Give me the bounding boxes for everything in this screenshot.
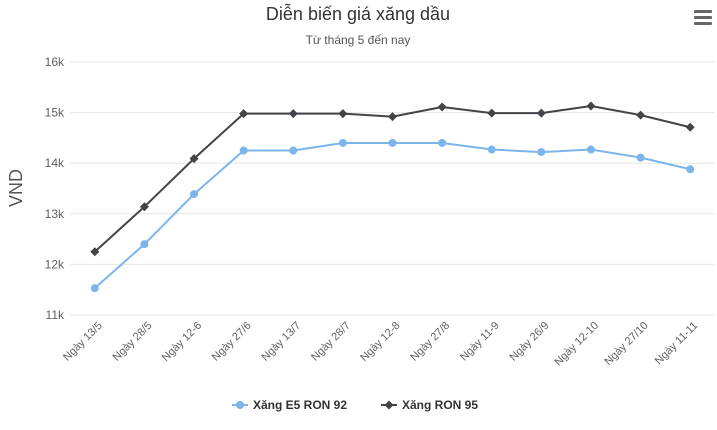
y-tick-label: 16k [45, 55, 65, 69]
series-lines [90, 101, 695, 293]
x-tick-label: Ngày 11-11 [653, 320, 701, 368]
legend-label: Xăng RON 95 [402, 398, 478, 412]
data-point[interactable] [338, 109, 348, 119]
chart-title: Diễn biến giá xăng dầu [266, 3, 450, 24]
data-point[interactable] [685, 122, 695, 132]
data-point[interactable] [189, 154, 199, 164]
x-tick-label: Ngày 12-6 [160, 320, 204, 364]
data-point[interactable] [239, 146, 248, 155]
x-tick-label: Ngày 26/9 [508, 320, 552, 364]
series-line [94, 141, 691, 289]
data-point[interactable] [90, 247, 100, 257]
legend-label: Xăng E5 RON 92 [253, 398, 347, 412]
data-point[interactable] [388, 112, 397, 122]
data-point[interactable] [636, 153, 645, 162]
data-point[interactable] [190, 190, 199, 199]
x-tick-label: Ngày 13/7 [259, 320, 303, 364]
x-tick-label: Ngày 12-10 [552, 320, 601, 369]
x-tick-label: Ngày 12-8 [358, 320, 402, 364]
x-tick-label: Ngày 27/6 [210, 320, 254, 364]
y-axis-ticks: 11k 12k 13k 14k 15k 16k [45, 55, 65, 322]
data-point[interactable] [487, 108, 497, 118]
data-point[interactable] [139, 202, 149, 212]
legend-marker [384, 400, 394, 410]
data-point[interactable] [686, 165, 695, 174]
hamburger-menu-icon[interactable] [688, 6, 712, 28]
x-tick-label: Ngày 27/10 [602, 320, 650, 368]
data-point[interactable] [90, 284, 99, 293]
gridlines [70, 61, 715, 316]
data-point[interactable] [537, 148, 546, 157]
legend-item[interactable]: Xăng E5 RON 92 [232, 398, 347, 412]
x-tick-label: Ngày 11-9 [458, 320, 502, 364]
x-tick-label: Ngày 28/5 [111, 320, 155, 364]
data-point[interactable] [140, 240, 149, 249]
y-tick-label: 14k [45, 156, 65, 170]
y-tick-label: 12k [45, 257, 65, 271]
legend: Xăng E5 RON 92 Xăng RON 95 [232, 398, 478, 412]
x-tick-label: Ngày 27/8 [408, 320, 452, 364]
series-line [94, 105, 691, 253]
data-point[interactable] [636, 110, 646, 120]
legend-marker [236, 401, 244, 409]
data-point[interactable] [487, 145, 496, 154]
y-tick-label: 13k [45, 207, 65, 221]
legend-item[interactable]: Xăng RON 95 [381, 398, 478, 412]
data-point[interactable] [586, 101, 596, 111]
data-point[interactable] [239, 109, 249, 119]
data-point[interactable] [438, 138, 447, 147]
data-point[interactable] [388, 138, 397, 147]
data-point[interactable] [289, 146, 298, 155]
x-tick-label: Ngày 28/7 [309, 320, 353, 364]
x-axis-ticks: Ngày 13/5 Ngày 28/5 Ngày 12-6 Ngày 27/6 Ngày… [61, 320, 700, 369]
y-axis-label: VND [6, 169, 26, 207]
x-tick-label: Ngày 13/5 [61, 320, 105, 364]
data-point[interactable] [586, 145, 595, 154]
data-point[interactable] [288, 109, 298, 119]
data-point[interactable] [338, 138, 347, 147]
y-tick-label: 11k [46, 308, 65, 322]
chart-subtitle: Từ tháng 5 đến nay [306, 33, 411, 47]
series-1 [90, 138, 695, 293]
y-tick-label: 15k [45, 106, 65, 120]
data-point[interactable] [437, 102, 447, 112]
series-2 [90, 101, 695, 257]
data-point[interactable] [536, 108, 546, 118]
